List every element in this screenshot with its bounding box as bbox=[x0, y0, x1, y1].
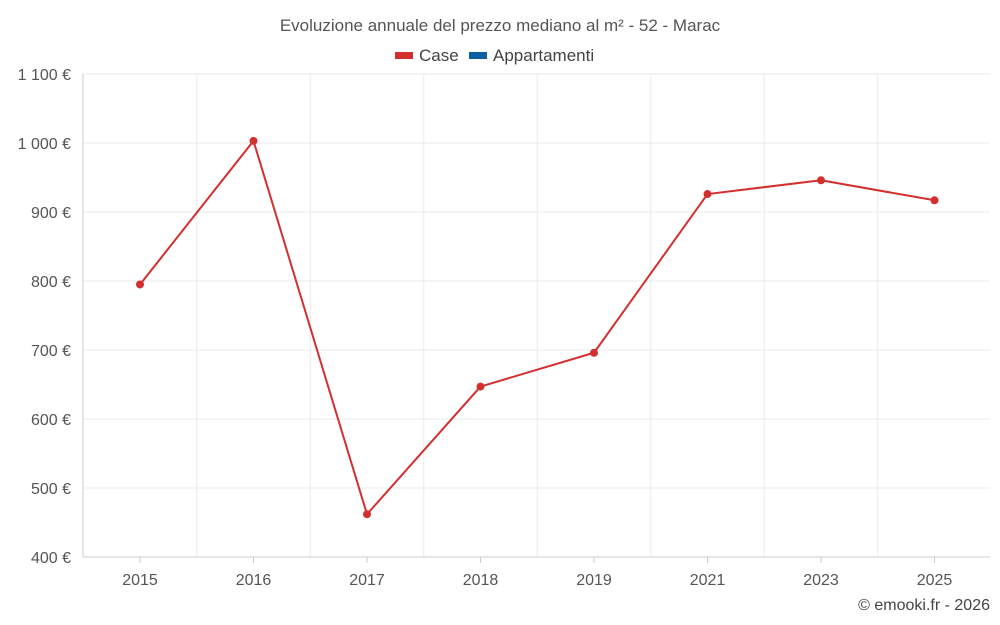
data-point[interactable] bbox=[703, 190, 712, 199]
y-tick-label: 400 € bbox=[31, 550, 71, 567]
x-tick-label: 2016 bbox=[236, 572, 272, 589]
data-point[interactable] bbox=[136, 280, 144, 289]
legend: Case Appartamenti bbox=[395, 46, 594, 65]
y-tick-label: 600 € bbox=[31, 412, 71, 429]
data-point[interactable] bbox=[363, 510, 371, 519]
x-axis-tick-labels: 2015 2016 2017 2018 2019 2021 2023 2025 bbox=[122, 572, 952, 589]
y-axis-tick-labels: 400 € 500 € 600 € 700 € 800 € 900 € 1 000 € 1 1… bbox=[18, 67, 71, 567]
y-tick-label: 500 € bbox=[31, 481, 71, 498]
y-tick-label: 1 100 € bbox=[18, 67, 71, 84]
x-tick-label: 2023 bbox=[803, 572, 839, 589]
data-point[interactable] bbox=[817, 176, 825, 185]
y-tick-label: 700 € bbox=[31, 343, 71, 360]
x-tick-label: 2018 bbox=[463, 572, 499, 589]
credit-text: © emooki.fr - 2026 bbox=[858, 597, 990, 614]
legend-swatch-appartamenti bbox=[469, 52, 487, 59]
y-tick-label: 800 € bbox=[31, 274, 71, 291]
y-tick-label: 1 000 € bbox=[18, 136, 71, 153]
legend-label-appartamenti: Appartamenti bbox=[493, 46, 594, 65]
x-tick-label: 2021 bbox=[690, 572, 726, 589]
axes bbox=[82, 74, 990, 563]
x-tick-label: 2019 bbox=[576, 572, 612, 589]
series-case bbox=[136, 136, 939, 519]
chart-title: Evoluzione annuale del prezzo mediano al… bbox=[280, 16, 721, 35]
legend-swatch-case bbox=[395, 52, 413, 59]
data-point[interactable] bbox=[249, 136, 258, 145]
data-point[interactable] bbox=[476, 382, 485, 391]
x-tick-label: 2025 bbox=[917, 572, 953, 589]
x-tick-label: 2015 bbox=[122, 572, 158, 589]
legend-item-appartamenti[interactable]: Appartamenti bbox=[469, 46, 594, 65]
x-tick-label: 2017 bbox=[349, 572, 385, 589]
data-point[interactable] bbox=[930, 196, 939, 205]
legend-item-case[interactable]: Case bbox=[395, 46, 459, 65]
data-point[interactable] bbox=[590, 348, 598, 357]
gridlines bbox=[83, 73, 990, 557]
legend-label-case: Case bbox=[419, 46, 459, 65]
series-line-case bbox=[139, 139, 935, 516]
y-tick-label: 900 € bbox=[31, 205, 71, 222]
